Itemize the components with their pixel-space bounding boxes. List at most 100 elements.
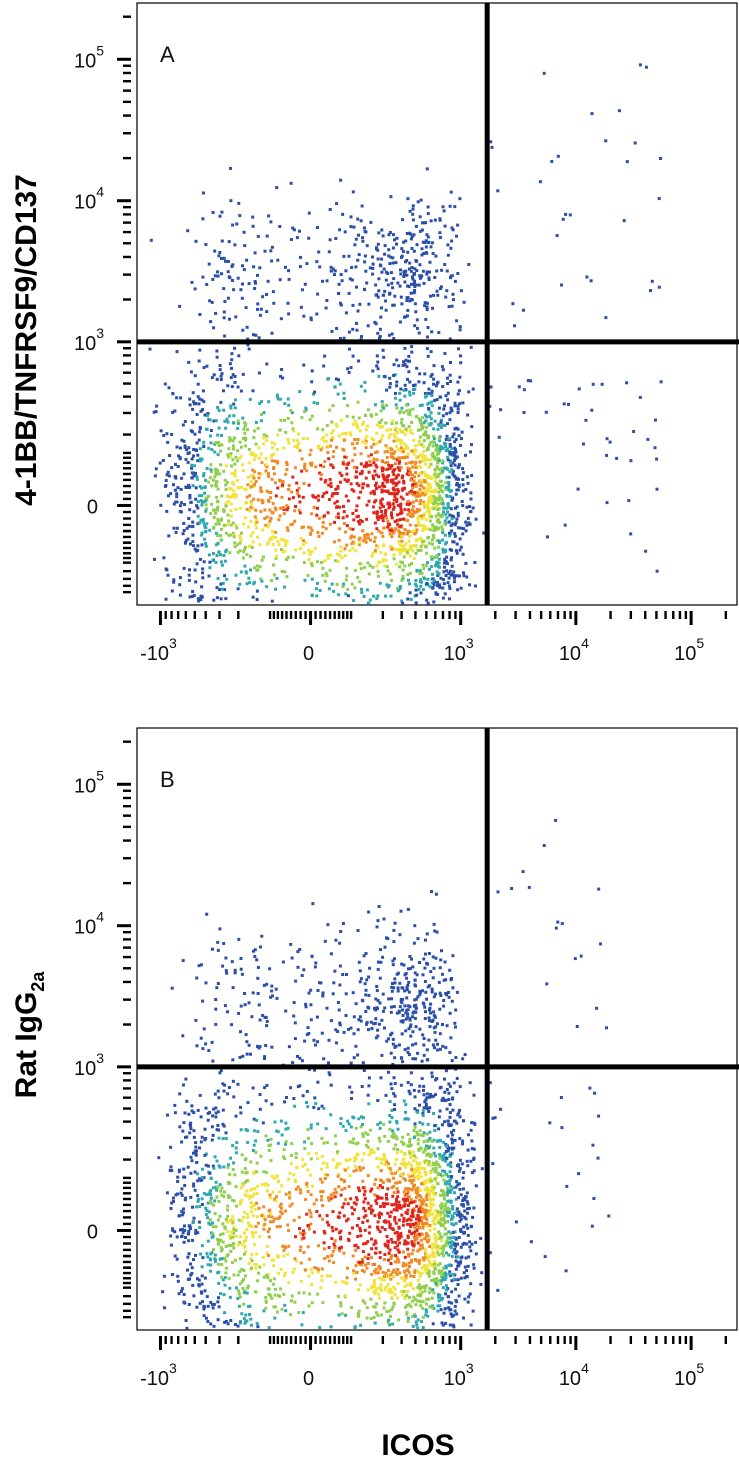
event-dot-a xyxy=(222,554,226,557)
event-dot-a xyxy=(441,459,445,463)
event-dot-a xyxy=(347,371,351,374)
event-dot-b xyxy=(395,1230,399,1234)
event-dot-a xyxy=(452,570,456,574)
event-dot-b xyxy=(344,1197,348,1201)
event-dot-a xyxy=(364,476,368,480)
event-dot-b xyxy=(432,1270,436,1274)
event-dot-a xyxy=(413,510,417,514)
event-dot-b xyxy=(262,1227,266,1231)
event-dot-a xyxy=(249,474,253,478)
event-dot-a xyxy=(461,471,465,475)
event-dot-b xyxy=(456,1255,460,1259)
event-dot-b xyxy=(245,1228,249,1232)
event-dot-b xyxy=(354,1248,358,1252)
event-dot-a xyxy=(367,601,371,605)
event-dot-b xyxy=(186,1268,189,1272)
event-dot-a xyxy=(198,457,202,461)
event-dot-a xyxy=(231,223,235,227)
event-dot-a xyxy=(373,320,377,324)
event-dot-b xyxy=(239,1105,242,1109)
event-dot-b xyxy=(392,1136,396,1139)
event-dot-b xyxy=(266,1183,270,1187)
event-dot-b xyxy=(213,1253,217,1257)
event-dot-a xyxy=(445,555,449,559)
event-dot-a xyxy=(247,576,251,580)
event-dot-a xyxy=(404,462,408,465)
event-dot-a xyxy=(398,584,402,588)
event-dot-a xyxy=(220,434,223,437)
event-dot-a xyxy=(358,518,362,522)
event-dot-a xyxy=(257,471,261,475)
event-dot-a xyxy=(253,566,257,570)
event-dot-a xyxy=(432,382,435,386)
event-dot-b xyxy=(409,1071,413,1075)
event-dot-b xyxy=(447,1082,451,1086)
event-dot-a xyxy=(238,549,242,553)
event-dot-a xyxy=(323,579,327,583)
event-dot-a xyxy=(184,485,188,489)
event-dot-b xyxy=(414,1195,418,1199)
event-dot-a xyxy=(384,278,388,282)
event-dot-b xyxy=(403,1048,407,1052)
event-dot-a xyxy=(375,364,379,368)
event-dot-b xyxy=(405,1268,409,1272)
event-dot-a xyxy=(193,547,197,551)
event-dot-a xyxy=(373,492,376,496)
event-dot-a xyxy=(387,501,391,505)
event-dot-a xyxy=(335,582,339,586)
event-dot-a xyxy=(456,223,460,227)
event-dot-a xyxy=(335,327,339,330)
event-dot-b xyxy=(262,1214,266,1218)
event-dot-a xyxy=(197,438,201,442)
event-dot-b xyxy=(331,1229,335,1233)
event-dot-b xyxy=(351,1141,355,1145)
event-dot-a xyxy=(590,112,594,116)
event-dot-a xyxy=(230,352,234,356)
event-dot-a xyxy=(466,481,470,485)
event-dot-b xyxy=(425,1271,429,1275)
event-dot-a xyxy=(304,541,308,545)
event-dot-b xyxy=(451,1207,455,1211)
event-dot-a xyxy=(204,499,208,503)
event-dot-a xyxy=(632,430,636,433)
event-dot-b xyxy=(189,1262,193,1266)
event-dot-a xyxy=(198,521,202,525)
event-dot-a xyxy=(417,474,421,478)
event-dot-a xyxy=(247,347,251,351)
event-dot-a xyxy=(459,545,463,549)
event-dot-a xyxy=(194,239,198,243)
event-dot-a xyxy=(244,571,248,575)
event-dot-a xyxy=(383,244,387,248)
event-dot-a xyxy=(204,478,208,482)
event-dot-b xyxy=(420,1271,424,1275)
event-dot-a xyxy=(189,370,193,374)
event-dot-a xyxy=(458,197,462,201)
event-dot-a xyxy=(352,225,356,229)
event-dot-b xyxy=(411,1212,415,1216)
event-dot-a xyxy=(401,218,404,222)
event-dot-b xyxy=(309,1173,312,1177)
event-dot-a xyxy=(278,278,282,282)
event-dot-b xyxy=(290,1202,294,1206)
event-dot-b xyxy=(444,1202,448,1206)
event-dot-a xyxy=(414,259,418,262)
event-dot-b xyxy=(431,1250,435,1254)
event-dot-b xyxy=(302,1251,306,1254)
event-dot-b xyxy=(185,1099,189,1103)
event-dot-a xyxy=(230,366,233,370)
event-dot-a xyxy=(308,550,312,554)
event-dot-b xyxy=(420,1220,424,1223)
event-dot-a xyxy=(257,336,261,340)
event-dot-b xyxy=(411,1178,415,1182)
event-dot-b xyxy=(457,1210,461,1214)
event-dot-a xyxy=(212,598,216,602)
event-dot-a xyxy=(449,190,453,194)
event-dot-a xyxy=(219,538,223,542)
event-dot-a xyxy=(278,225,282,228)
event-dot-a xyxy=(240,296,244,300)
event-dot-b xyxy=(240,1280,244,1284)
event-dot-a xyxy=(233,346,236,350)
event-dot-a xyxy=(203,525,207,529)
event-dot-a xyxy=(366,561,370,565)
event-dot-a xyxy=(377,475,381,479)
